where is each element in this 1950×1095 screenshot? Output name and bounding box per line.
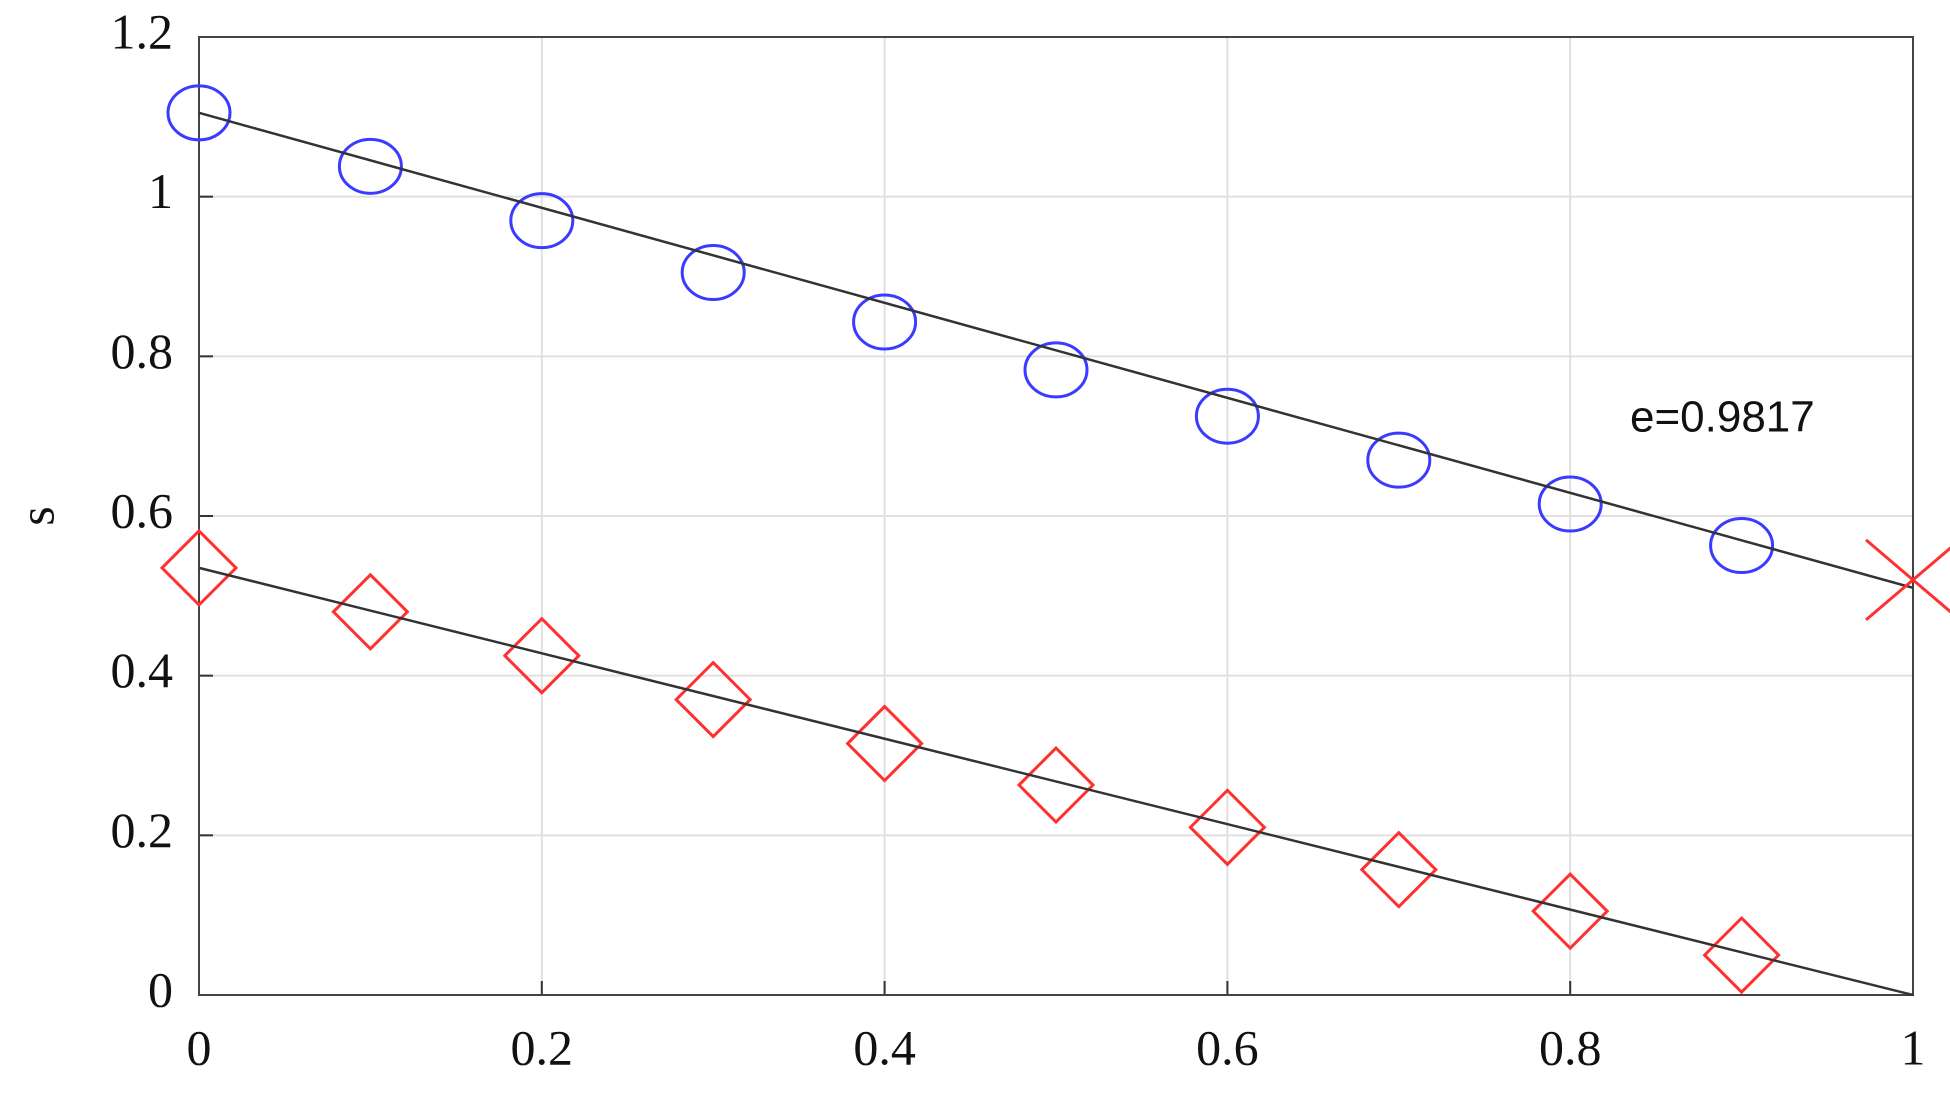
- y-tick-label: 1: [148, 163, 173, 219]
- y-axis-label: s: [8, 506, 64, 525]
- circle-marker: [1537, 475, 1603, 533]
- diamond-marker: [1359, 830, 1438, 909]
- fit-line: [198, 566, 1914, 997]
- circle-marker: [1709, 517, 1775, 575]
- x-tick-label: 0.6: [1196, 1019, 1259, 1075]
- diamond-marker: [159, 528, 239, 608]
- diamond-marker: [1016, 745, 1096, 825]
- diamond-marker: [1702, 915, 1781, 995]
- plot-frame: [198, 36, 1914, 996]
- y-tick-label: 0.6: [111, 482, 174, 538]
- fit-line: [198, 111, 1914, 590]
- circle-marker: [1023, 341, 1089, 399]
- circle-marker: [166, 84, 232, 142]
- diamond-marker: [502, 616, 581, 695]
- circle-marker: [680, 244, 746, 302]
- x-tick-label: 0.2: [511, 1019, 574, 1075]
- circle-marker: [509, 192, 575, 250]
- circle-marker: [1366, 431, 1432, 489]
- circle-marker: [337, 137, 403, 195]
- x-tick-label: 0: [187, 1019, 212, 1075]
- y-tick-label: 0.2: [111, 802, 174, 858]
- circle-marker: [852, 293, 918, 351]
- diamond-marker: [674, 660, 753, 739]
- diamond-marker: [1531, 872, 1610, 951]
- annotation: e=0.9817: [1630, 393, 1815, 442]
- x-tick-label: 1: [1901, 1019, 1926, 1075]
- y-tick-label: 0: [148, 961, 173, 1017]
- y-tick-label: 0.4: [111, 642, 174, 698]
- diamond-marker: [845, 704, 924, 783]
- x-tick-label: 0.8: [1539, 1019, 1602, 1075]
- x-tick-label: 0.4: [853, 1019, 916, 1075]
- y-tick-label: 0.8: [111, 323, 174, 379]
- diamond-marker: [331, 572, 410, 651]
- y-tick-label: 1.2: [111, 3, 174, 59]
- circle-marker: [1194, 387, 1260, 445]
- diamond-marker: [1188, 788, 1267, 867]
- cross-marker: [1865, 538, 1950, 622]
